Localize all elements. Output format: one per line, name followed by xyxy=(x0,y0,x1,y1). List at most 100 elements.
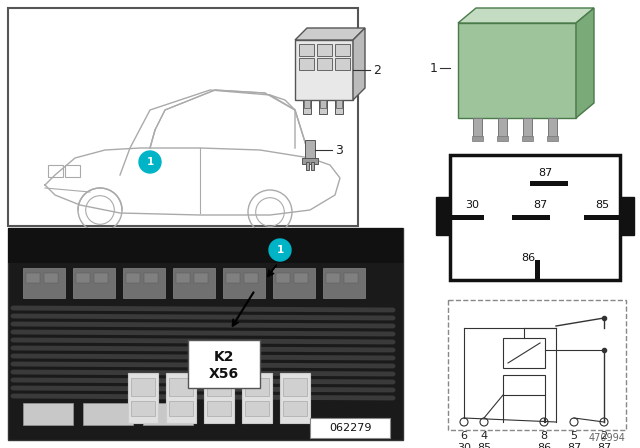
Circle shape xyxy=(139,151,161,173)
Bar xyxy=(436,197,450,235)
Bar xyxy=(503,338,545,368)
Bar xyxy=(245,401,269,416)
Bar xyxy=(8,228,403,440)
Bar xyxy=(73,268,115,298)
Bar xyxy=(305,140,315,162)
Bar xyxy=(131,401,155,416)
Bar xyxy=(144,273,158,283)
Bar xyxy=(65,165,80,177)
Bar xyxy=(169,378,193,396)
Text: 2: 2 xyxy=(373,64,381,77)
Text: 86: 86 xyxy=(537,443,551,448)
Bar xyxy=(311,162,314,170)
Bar xyxy=(584,215,620,220)
Bar xyxy=(306,162,309,170)
Bar xyxy=(223,268,265,298)
Bar xyxy=(522,136,533,141)
Bar xyxy=(530,181,568,186)
Bar xyxy=(458,23,576,118)
Bar xyxy=(450,155,620,280)
Bar xyxy=(535,260,540,282)
Bar xyxy=(169,401,193,416)
Text: 062279: 062279 xyxy=(329,423,371,433)
Bar xyxy=(207,401,231,416)
Text: X56: X56 xyxy=(209,367,239,381)
Bar xyxy=(295,40,353,100)
Bar xyxy=(512,215,550,220)
Bar xyxy=(294,273,308,283)
Text: 2: 2 xyxy=(600,431,607,441)
Bar xyxy=(123,268,165,298)
Bar xyxy=(242,373,272,423)
Text: 85: 85 xyxy=(595,200,609,210)
Bar xyxy=(320,100,326,108)
Text: 1: 1 xyxy=(147,157,154,167)
Bar xyxy=(302,158,318,164)
Polygon shape xyxy=(458,8,594,23)
Bar xyxy=(226,273,240,283)
Text: 87: 87 xyxy=(538,168,552,178)
Bar xyxy=(8,228,403,263)
Bar xyxy=(283,378,307,396)
Bar xyxy=(523,118,532,140)
Bar xyxy=(188,340,260,388)
Bar xyxy=(176,273,190,283)
Bar xyxy=(44,273,58,283)
Bar xyxy=(8,8,358,226)
Text: 4: 4 xyxy=(481,431,488,441)
Bar xyxy=(280,373,310,423)
Circle shape xyxy=(269,239,291,261)
Text: K2: K2 xyxy=(214,350,234,364)
Text: 5: 5 xyxy=(570,431,577,441)
Bar xyxy=(194,273,208,283)
Bar xyxy=(317,44,332,56)
Bar xyxy=(472,136,483,141)
Polygon shape xyxy=(576,8,594,118)
Text: 1: 1 xyxy=(276,245,284,255)
Text: 1: 1 xyxy=(430,61,438,74)
Text: 3: 3 xyxy=(335,143,343,156)
Bar xyxy=(94,273,108,283)
Text: 30: 30 xyxy=(465,200,479,210)
Bar xyxy=(323,268,365,298)
Text: 86: 86 xyxy=(521,253,535,263)
Bar xyxy=(452,215,484,220)
Text: 87: 87 xyxy=(597,443,611,448)
Text: 8: 8 xyxy=(540,431,548,441)
Bar xyxy=(319,100,327,114)
Bar xyxy=(26,273,40,283)
Bar xyxy=(448,300,626,430)
Bar xyxy=(23,268,65,298)
Bar xyxy=(335,58,350,70)
Bar xyxy=(310,418,390,438)
Bar xyxy=(335,44,350,56)
Bar xyxy=(548,118,557,140)
Bar xyxy=(48,165,63,177)
Text: 30: 30 xyxy=(457,443,471,448)
Bar xyxy=(497,136,508,141)
Bar xyxy=(276,273,290,283)
Bar xyxy=(131,378,155,396)
Text: 6: 6 xyxy=(461,431,467,441)
Bar xyxy=(128,373,158,423)
Bar xyxy=(503,375,545,395)
Bar xyxy=(304,100,310,108)
Bar xyxy=(344,273,358,283)
Bar xyxy=(299,44,314,56)
Bar xyxy=(245,378,269,396)
Text: 470994: 470994 xyxy=(588,433,625,443)
Bar xyxy=(547,136,558,141)
Bar xyxy=(336,100,342,108)
Bar xyxy=(204,373,234,423)
Polygon shape xyxy=(295,28,365,40)
Bar xyxy=(83,403,133,425)
Bar xyxy=(335,100,343,114)
Bar xyxy=(273,268,315,298)
Bar xyxy=(173,268,215,298)
Bar xyxy=(620,197,634,235)
Bar xyxy=(166,373,196,423)
Bar xyxy=(498,118,507,140)
Bar xyxy=(23,403,73,425)
Text: 87: 87 xyxy=(533,200,547,210)
Polygon shape xyxy=(353,28,365,100)
